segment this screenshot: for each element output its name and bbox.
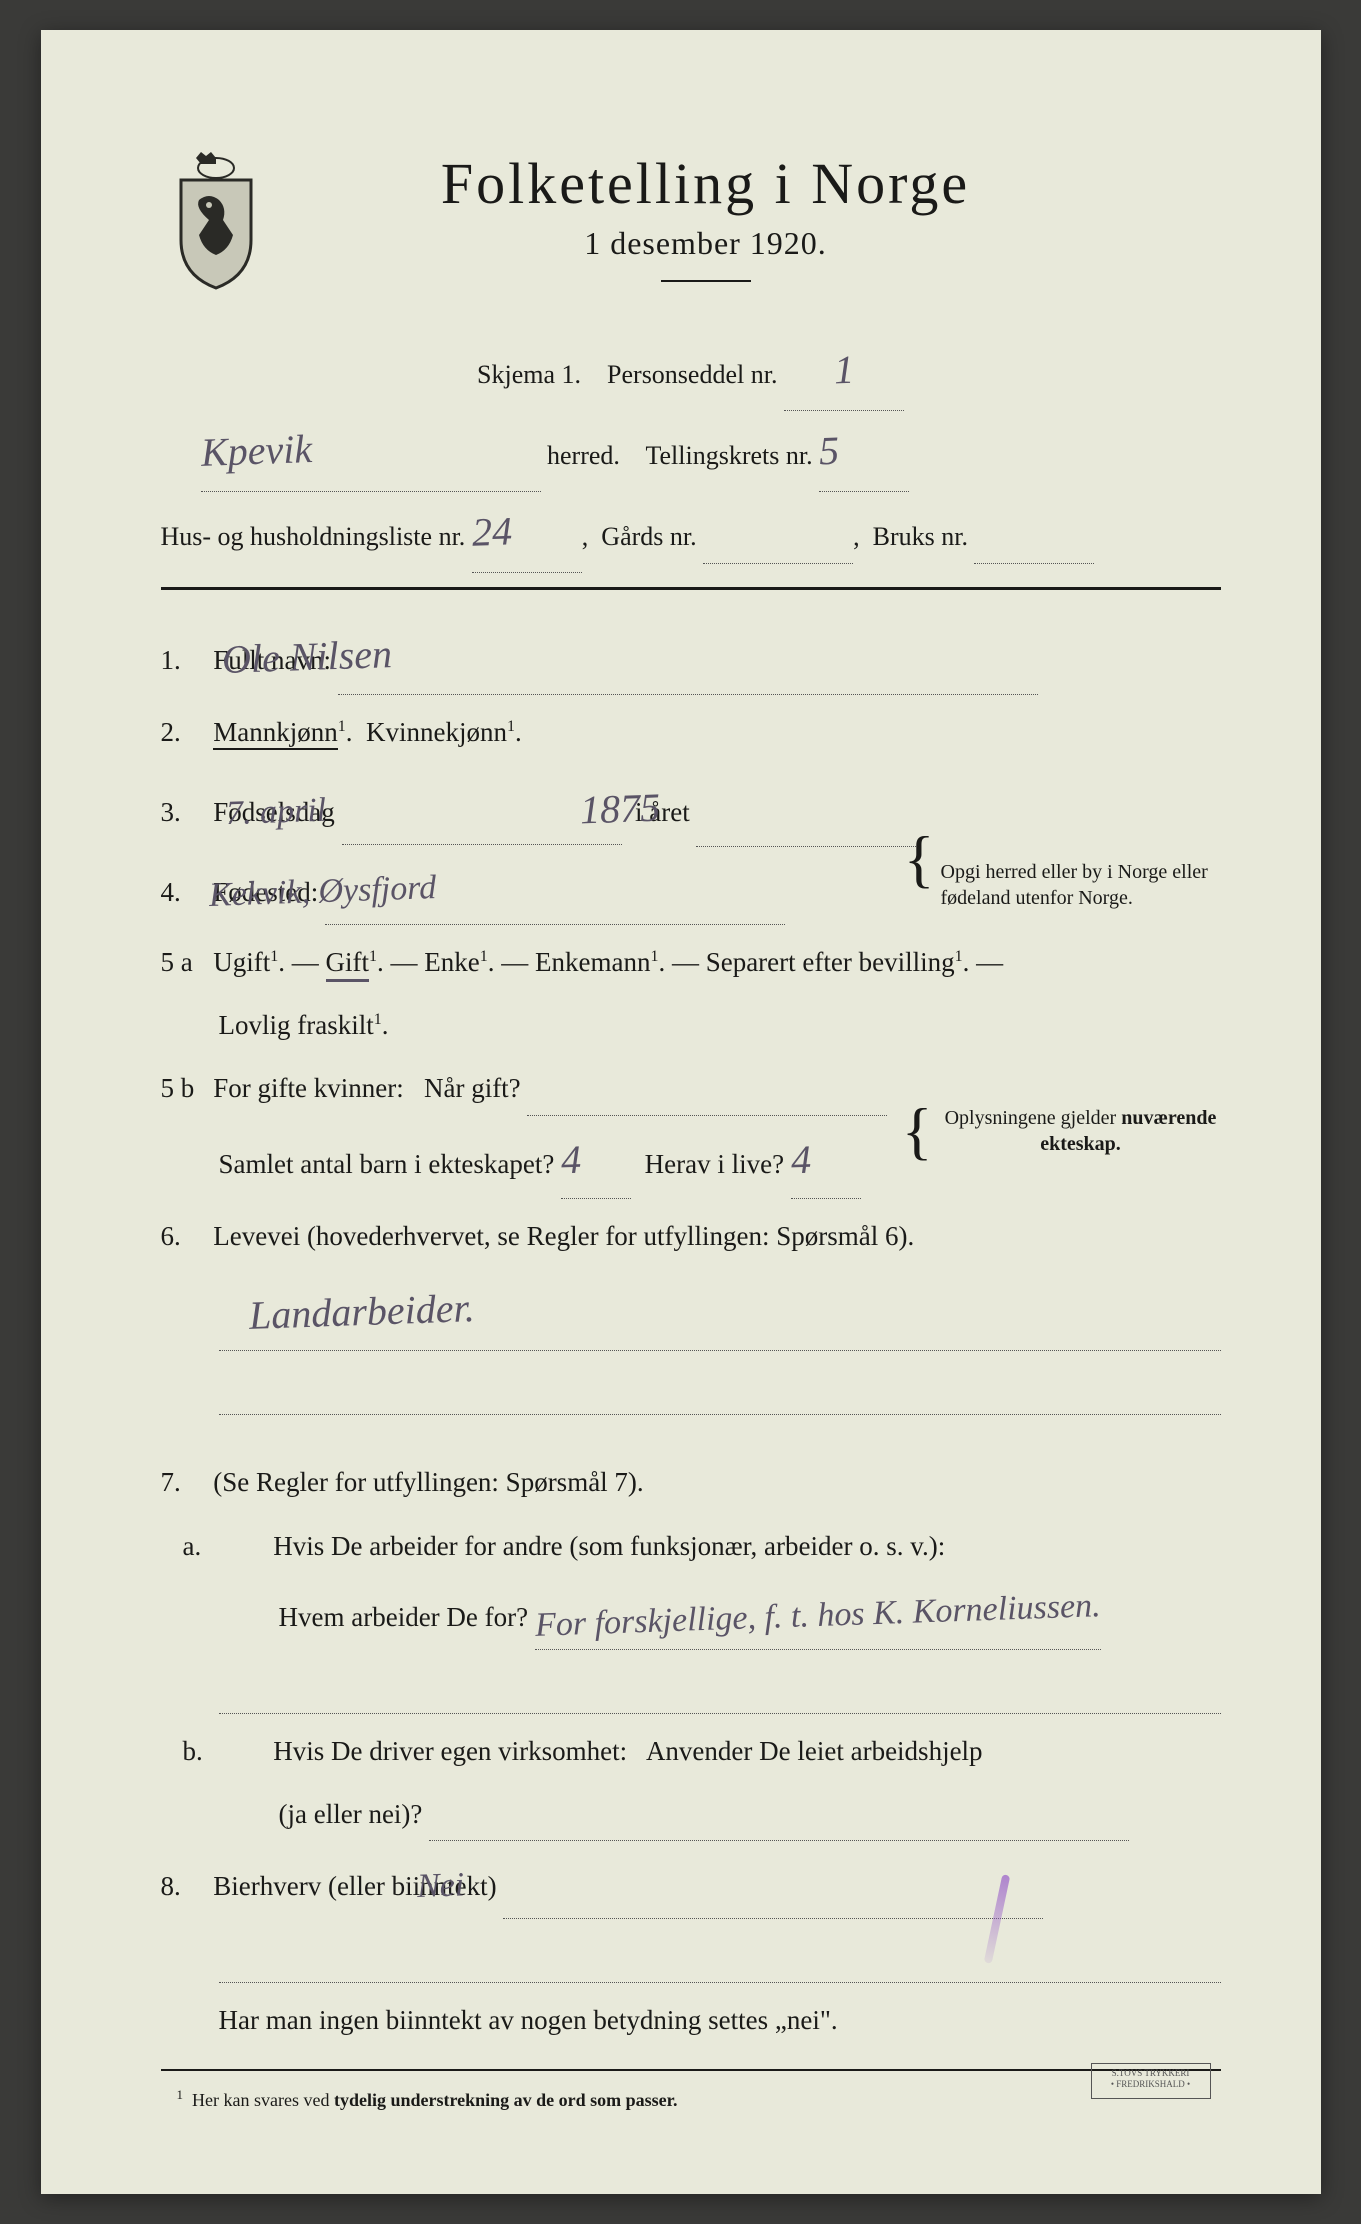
title-divider <box>661 280 751 282</box>
q6: 6. Levevei (hovederhvervet, se Regler fo… <box>161 1211 1221 1262</box>
q5b-label3: Samlet antal barn i ekteskapet? <box>219 1149 555 1179</box>
dash: — <box>292 947 319 977</box>
q7a-line2: Hvem arbeider De for? For forskjellige, … <box>161 1584 1221 1650</box>
q1-value: Ole Nilsen <box>278 616 393 696</box>
q5a-separert: Separert efter bevilling <box>706 947 955 977</box>
q5b-label1: For gifte kvinner: <box>213 1073 403 1103</box>
divider-1 <box>161 587 1221 590</box>
q5a-enke: Enke <box>424 947 479 977</box>
q6-blank-line <box>161 1363 1221 1415</box>
dash: — <box>391 947 418 977</box>
q3: 3. Fødselsdag 7. april i året 1875 <box>161 770 1221 847</box>
tellingskrets-label: Tellingskrets nr. <box>645 441 812 470</box>
stamp-line1: S.TOVS TRYKKERI <box>1092 2068 1210 2079</box>
herred-label: herred. <box>547 441 620 470</box>
form-title: Folketelling i Norge <box>301 150 1111 217</box>
dash: — <box>672 947 699 977</box>
personseddel-label: Personseddel nr. <box>607 360 777 389</box>
census-form-page: Folketelling i Norge 1 desember 1920. Sk… <box>41 30 1321 2194</box>
q2-sup1: 1 <box>338 718 346 735</box>
q4-sidenote: Opgi herred eller by i Norge eller fødel… <box>941 859 1221 911</box>
personseddel-value: 1 <box>833 330 856 411</box>
q5b-label2: Når gift? <box>424 1073 521 1103</box>
coat-of-arms-icon <box>161 150 271 290</box>
q7b-label2: Anvender De leiet arbeidshjelp <box>646 1736 983 1766</box>
dash: — <box>501 947 528 977</box>
q7b-line1: b. Hvis De driver egen virksomhet: Anven… <box>161 1726 1221 1777</box>
q3-year-value: 1875 <box>637 770 662 847</box>
q6-value: Landarbeider. <box>247 1270 475 1354</box>
header: Folketelling i Norge 1 desember 1920. <box>161 150 1221 290</box>
q8-blank <box>161 1931 1221 1983</box>
q5b-num: 5 b <box>161 1063 207 1114</box>
q4-value: Kekvik, Øysfjord <box>266 856 437 926</box>
skjema-label: Skjema 1. <box>477 360 581 389</box>
q5b-ilive-value: 4 <box>789 1121 812 1198</box>
q6-value-line: Landarbeider. <box>161 1274 1221 1351</box>
footer-note: Har man ingen biinntekt av nogen betydni… <box>161 1995 1221 2046</box>
q7-num: 7. <box>161 1457 207 1508</box>
dash: — <box>976 947 1003 977</box>
q7a-label1: Hvis De arbeider for andre (som funksjon… <box>273 1531 945 1561</box>
q2-kvinne: Kvinnekjønn <box>366 717 507 747</box>
herred-value: Kpevik <box>199 409 313 493</box>
divider-2 <box>161 2069 1221 2071</box>
footnote: 1 Her kan svares ved tydelig understrekn… <box>161 2085 1221 2115</box>
q5b-sidenote: Oplysningene gjelder nuværende ekteskap. <box>941 1105 1221 1157</box>
q1-num: 1. <box>161 635 207 686</box>
q5a-line2: Lovlig fraskilt1. <box>161 1000 1221 1051</box>
q6-label: Levevei (hovederhvervet, se Regler for u… <box>213 1221 914 1251</box>
q7a-label2: Hvem arbeider De for? <box>279 1602 529 1632</box>
q5a-enkemann: Enkemann <box>535 947 650 977</box>
q7: 7. (Se Regler for utfyllingen: Spørsmål … <box>161 1457 1221 1508</box>
q8-num: 8. <box>161 1861 207 1912</box>
q6-num: 6. <box>161 1211 207 1262</box>
q7b-line2: (ja eller nei)? <box>161 1789 1221 1841</box>
q5a-line1: 5 a Ugift1. — Gift1. — Enke1. — Enkemann… <box>161 937 1221 988</box>
q5a-fraskilt: Lovlig fraskilt <box>219 1010 374 1040</box>
q5a-num: 5 a <box>161 937 207 988</box>
title-block: Folketelling i Norge 1 desember 1920. <box>301 150 1221 282</box>
tellingskrets-value: 5 <box>818 411 841 492</box>
bruks-label: Bruks nr. <box>873 522 968 551</box>
meta-line-2: Kpevik herred. Tellingskrets nr. 5 <box>161 411 1221 492</box>
q7a-num: a. <box>231 1521 267 1572</box>
q7a-line1: a. Hvis De arbeider for andre (som funks… <box>161 1521 1221 1572</box>
meta-line-3: Hus- og husholdningsliste nr. 24, Gårds … <box>161 492 1221 573</box>
q7-label: (Se Regler for utfyllingen: Spørsmål 7). <box>213 1467 643 1497</box>
gards-label: Gårds nr. <box>601 522 696 551</box>
husliste-label: Hus- og husholdningsliste nr. <box>161 522 466 551</box>
footer-line1: Har man ingen biinntekt av nogen betydni… <box>219 2005 838 2035</box>
meta-section: Skjema 1. Personseddel nr. 1 Kpevik herr… <box>161 330 1221 573</box>
meta-line-1: Skjema 1. Personseddel nr. 1 <box>161 330 1221 411</box>
q5a-ugift: Ugift <box>213 947 270 977</box>
q5b-barn-value: 4 <box>560 1121 583 1198</box>
q2-mann: Mannkjønn <box>213 717 338 750</box>
q8: 8. Bierhverv (eller biinntekt) Nei <box>161 1853 1221 1919</box>
q5b-label4: Herav i live? <box>645 1149 784 1179</box>
q4-num: 4. <box>161 867 207 918</box>
q3-day-value: 7. april <box>282 778 350 845</box>
q2: 2. Mannkjønn1. Kvinnekjønn1. <box>161 707 1221 758</box>
q3-num: 3. <box>161 787 207 838</box>
q2-num: 2. <box>161 707 207 758</box>
q4: 4. Fødested: Kekvik, Øysfjord { Opgi her… <box>161 859 1221 925</box>
form-date: 1 desember 1920. <box>301 225 1111 262</box>
footnote-sup: 1 <box>177 2087 184 2102</box>
husliste-value: 24 <box>470 491 513 572</box>
q1: 1. Fullt navn: Ole Nilsen <box>161 618 1221 695</box>
printer-stamp: S.TOVS TRYKKERI • FREDRIKSHALD • <box>1091 2063 1211 2099</box>
q5b: 5 b For gifte kvinner: Når gift? Samlet … <box>161 1063 1221 1198</box>
q7a-value: For forskjellige, f. t. hos K. Kornelius… <box>534 1574 1102 1658</box>
q7a-blank <box>161 1662 1221 1714</box>
q5a-gift: Gift <box>326 947 370 982</box>
q2-sup2: 1 <box>507 718 515 735</box>
q7b-label1: Hvis De driver egen virksomhet: <box>273 1736 627 1766</box>
q7b-num: b. <box>231 1726 267 1777</box>
q7b-label3: (ja eller nei)? <box>279 1799 423 1829</box>
stamp-line2: • FREDRIKSHALD • <box>1092 2079 1210 2090</box>
